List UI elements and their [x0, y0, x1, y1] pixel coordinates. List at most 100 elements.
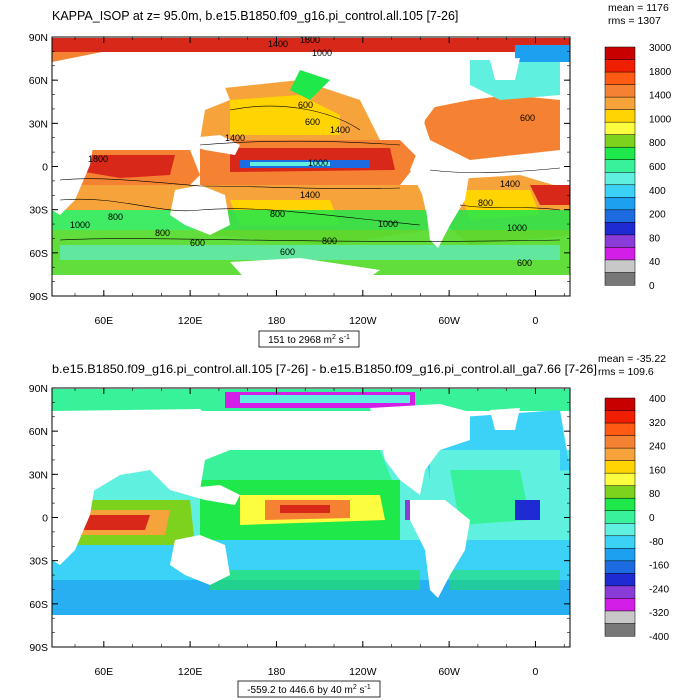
- contour-label: 600: [280, 247, 295, 257]
- panel-bottom-rms: rms = 109.6: [598, 366, 654, 378]
- bottom-axes: 90N 60N 30N 0 30S 60S 90S 60E 120E 180 120W 60W 0: [29, 383, 570, 678]
- colorbar-label: 800: [649, 138, 666, 149]
- y-tick-label: 90S: [29, 291, 48, 303]
- colorbar-swatch: [604, 109, 636, 123]
- y-tick-label: 90S: [29, 642, 48, 654]
- colorbar-swatch: [604, 598, 636, 612]
- top-range-box: [258, 330, 360, 348]
- contour-label: 1400: [300, 190, 320, 200]
- contour-label: 1000: [308, 158, 328, 168]
- x-tick-label: 60W: [438, 666, 460, 678]
- colorbar-swatch: [604, 510, 636, 524]
- bottom-range-box: [237, 680, 381, 698]
- contour-label: 1800: [300, 35, 320, 45]
- colorbar-swatch: [604, 234, 636, 248]
- colorbar-label: 3000: [649, 43, 672, 54]
- x-tick-label: 120E: [178, 315, 203, 327]
- colorbar-swatch: [604, 422, 636, 437]
- x-tick-label: 0: [533, 666, 539, 678]
- panel-bottom-title: b.e15.B1850.f09_g16.pi_control.all.105 […: [52, 362, 597, 376]
- colorbar-label: 160: [649, 465, 666, 476]
- x-tick-label: 0: [533, 315, 539, 327]
- colorbar-label: 1000: [649, 114, 672, 125]
- colorbar-swatch: [604, 472, 636, 487]
- contour-label: 1400: [268, 39, 288, 49]
- panel-top-mean: mean = 1176: [608, 2, 669, 14]
- colorbar-swatch: [604, 197, 636, 211]
- colorbar-swatch: [604, 134, 636, 148]
- panel-bottom: b.e15.B1850.f09_g16.pi_control.all.105 […: [29, 353, 669, 698]
- colorbar-swatch: [604, 159, 636, 173]
- contour-label: 1000: [312, 48, 332, 58]
- x-tick-label: 60E: [94, 315, 113, 327]
- colorbar-label: 600: [649, 162, 666, 173]
- y-tick-label: 30N: [29, 118, 48, 130]
- contour-label: 800: [108, 212, 123, 222]
- colorbar-swatch: [604, 623, 636, 637]
- colorbar-label: 400: [649, 186, 666, 197]
- colorbar-label: -160: [649, 561, 669, 572]
- x-tick-label: 180: [268, 666, 286, 678]
- x-tick-label: 120E: [178, 666, 203, 678]
- colorbar-swatch: [604, 523, 636, 537]
- contour-label: 600: [520, 113, 535, 123]
- y-tick-label: 90N: [29, 383, 48, 395]
- y-tick-label: 30N: [29, 469, 48, 481]
- colorbar-swatch: [604, 447, 636, 462]
- colorbar-swatch: [604, 560, 636, 574]
- y-tick-label: 60N: [29, 75, 48, 87]
- contour-label: 600: [305, 117, 320, 127]
- colorbar-swatch: [604, 435, 636, 449]
- colorbar-swatch: [604, 84, 636, 98]
- bottom-map-field: [52, 388, 570, 647]
- contour-label: 1000: [507, 223, 527, 233]
- colorbar-swatch: [604, 497, 636, 512]
- bottom-colorbar: 400 320 240 160 80 0 -80 -160 -240 -320 -400: [604, 394, 669, 643]
- x-tick-label: 60E: [94, 666, 113, 678]
- colorbar-label: 1400: [649, 91, 672, 102]
- colorbar-swatch: [604, 460, 636, 474]
- colorbar-label: 0: [649, 281, 655, 292]
- contour-label: 800: [478, 198, 493, 208]
- colorbar-swatch: [604, 46, 636, 61]
- colorbar-swatch: [604, 585, 636, 599]
- x-tick-label: 60W: [438, 315, 460, 327]
- colorbar-swatch: [604, 610, 636, 625]
- colorbar-swatch: [604, 146, 636, 161]
- panel-top-title: KAPPA_ISOP at z= 95.0m, b.e15.B1850.f09_…: [52, 9, 458, 23]
- colorbar-label: 240: [649, 442, 666, 453]
- colorbar-swatch: [604, 410, 636, 424]
- top-land-masses: [52, 52, 570, 296]
- panel-bottom-mean: mean = -35.22: [598, 353, 666, 365]
- y-tick-label: 0: [42, 513, 48, 525]
- y-tick-label: 90N: [29, 32, 48, 44]
- contour-label: 1400: [225, 133, 245, 143]
- x-tick-label: 120W: [349, 666, 377, 678]
- top-range-label: 151 to 2968 m2 s-1: [268, 334, 350, 346]
- colorbar-label: 0: [649, 513, 655, 524]
- colorbar-swatch: [604, 535, 636, 549]
- colorbar-swatch: [604, 573, 636, 587]
- y-tick-label: 30S: [29, 205, 48, 217]
- contour-label: 600: [298, 100, 313, 110]
- colorbar-swatch: [604, 272, 636, 286]
- colorbar-swatch: [604, 71, 636, 86]
- contour-label: 1800: [88, 154, 108, 164]
- colorbar-label: 80: [649, 489, 661, 500]
- colorbar-swatch: [604, 222, 636, 236]
- y-tick-label: 60S: [29, 599, 48, 611]
- contour-label: 1400: [330, 125, 350, 135]
- contour-label: 1000: [70, 220, 90, 230]
- contour-label: 800: [270, 209, 285, 219]
- panel-top-rms: rms = 1307: [608, 15, 661, 27]
- colorbar-label: -320: [649, 608, 669, 619]
- x-tick-label: 180: [268, 315, 286, 327]
- contour-label: 800: [155, 228, 170, 238]
- colorbar-swatch: [604, 121, 636, 136]
- colorbar-label: 1800: [649, 67, 672, 78]
- contour-label: 600: [517, 258, 532, 268]
- y-tick-label: 60N: [29, 426, 48, 438]
- contour-label: 600: [190, 238, 205, 248]
- colorbar-swatch: [604, 96, 636, 111]
- colorbar-swatch: [604, 247, 636, 261]
